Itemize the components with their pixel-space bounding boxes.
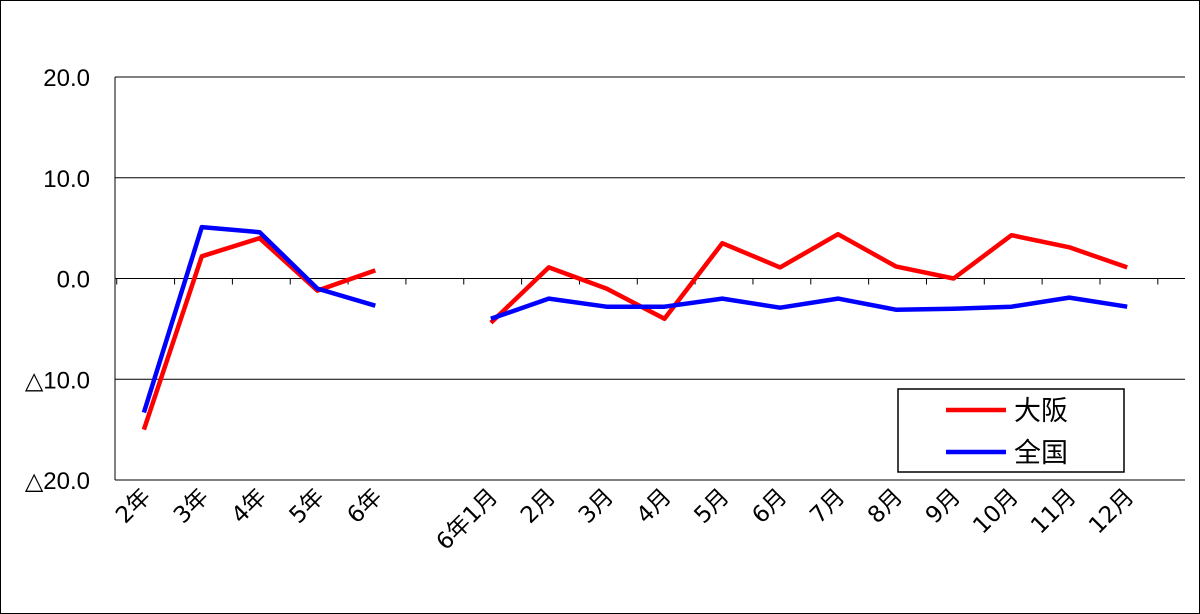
- x-tick-label: 4年: [227, 484, 272, 529]
- x-tick-label: 3年: [169, 484, 214, 529]
- y-tick-label: 20.0: [43, 65, 90, 92]
- series-line: [490, 295, 1128, 321]
- x-tick-label: 5月: [690, 484, 735, 529]
- y-tick-label: 0.0: [57, 267, 90, 294]
- series-line: [141, 224, 376, 414]
- x-tick-label: 6年: [343, 484, 388, 529]
- x-tick-label: 2年: [111, 484, 156, 529]
- x-tick-label: 10月: [968, 484, 1023, 539]
- axis-layer: [114, 77, 1159, 480]
- series-line: [141, 235, 377, 431]
- y-tick-label: 10.0: [43, 166, 90, 193]
- legend-box: [897, 388, 1125, 473]
- legend-label: 全国: [1014, 438, 1068, 469]
- y-tick-label: △10.0: [25, 367, 90, 394]
- x-tick-label: 2月: [516, 484, 561, 529]
- x-tick-label: 8月: [863, 484, 908, 529]
- x-tick-label: 7月: [805, 484, 850, 529]
- y-tick-label: △20.0: [25, 468, 90, 495]
- x-tick-label: 11月: [1026, 484, 1081, 539]
- x-tick-label: 6年1月: [432, 484, 504, 556]
- x-tick-label: 4月: [632, 484, 677, 529]
- x-tick-label: 12月: [1084, 484, 1139, 539]
- series-layer: [141, 224, 1128, 431]
- legend-label: 大阪: [1014, 396, 1068, 427]
- grid-layer: [115, 76, 1185, 481]
- series-line: [489, 231, 1128, 325]
- x-tick-label: 5年: [285, 484, 330, 529]
- x-tick-label: 9月: [921, 484, 966, 529]
- x-tick-label: 3月: [574, 484, 619, 529]
- x-tick-label: 6月: [747, 484, 792, 529]
